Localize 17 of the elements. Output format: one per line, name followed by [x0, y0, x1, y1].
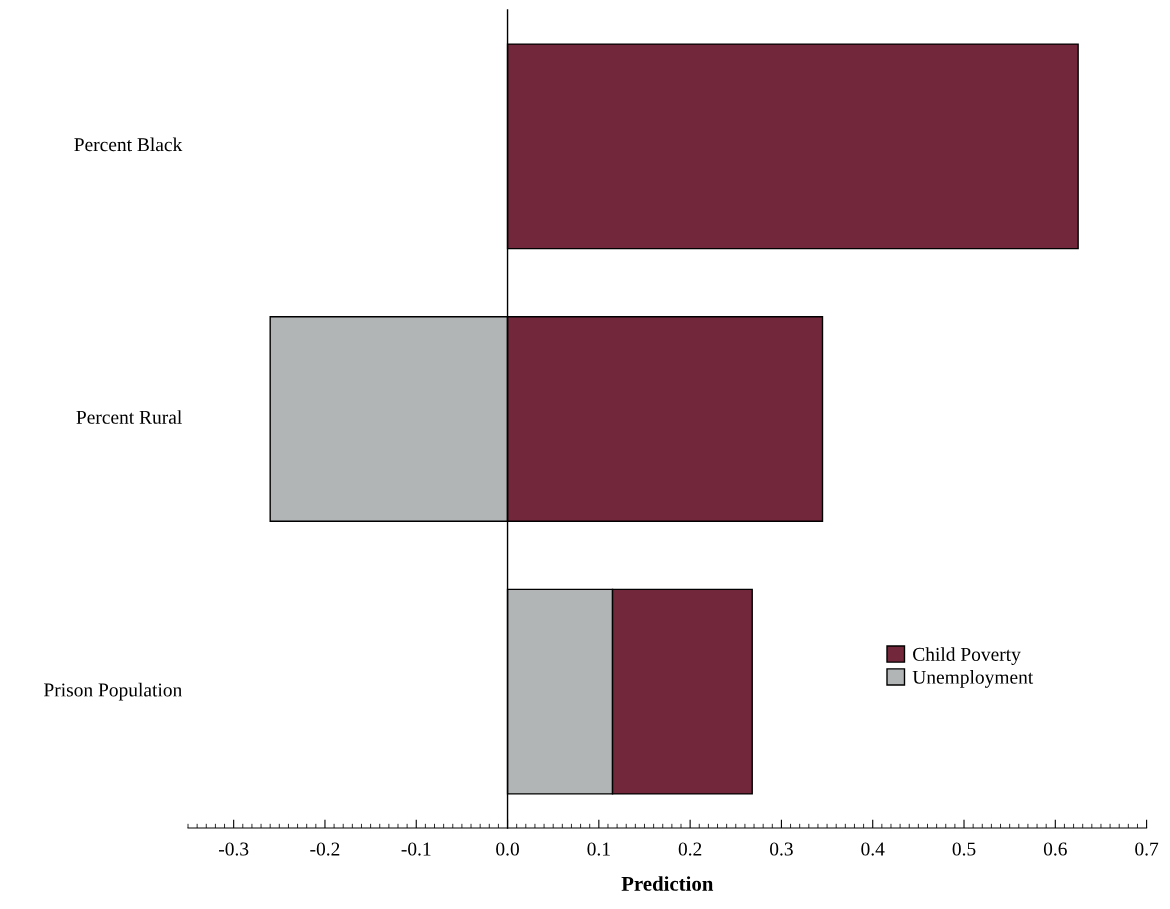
y-tick-label: Prison Population: [44, 682, 182, 701]
x-tick-label: -0.1: [401, 842, 431, 856]
x-tick-label: 0.3: [770, 842, 793, 856]
x-tick-label: 0.2: [678, 842, 702, 856]
x-tick-label: 0.4: [861, 842, 885, 856]
x-tick-label: -0.3: [219, 842, 249, 856]
legend-label: Unemployment: [912, 670, 1034, 688]
x-tick-label: -0.2: [310, 842, 340, 856]
y-tick-label: Percent Black: [74, 137, 183, 152]
x-tick-label: 0.5: [952, 842, 976, 856]
x-tick-label: 0.1: [587, 842, 610, 856]
x-tick-label: 0.7: [1135, 842, 1159, 856]
x-tick-label: 0.0: [496, 842, 519, 856]
y-tick-label: Percent Rural: [76, 410, 182, 424]
x-tick-label: 0.6: [1043, 842, 1067, 856]
legend-label: Child Poverty: [913, 647, 1021, 665]
x-axis-title: Prediction: [621, 876, 714, 891]
